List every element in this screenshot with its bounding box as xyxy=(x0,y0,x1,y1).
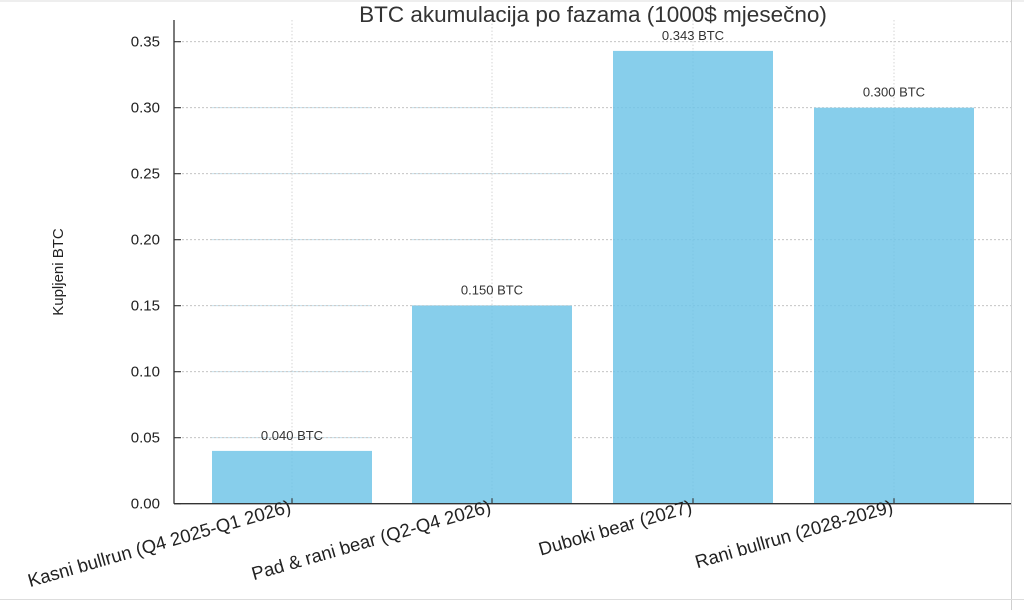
svg-text:0.10: 0.10 xyxy=(131,364,160,381)
svg-text:0.300 BTC: 0.300 BTC xyxy=(863,85,925,100)
svg-text:0.05: 0.05 xyxy=(131,430,160,447)
svg-text:0.20: 0.20 xyxy=(131,232,160,249)
svg-text:0.00: 0.00 xyxy=(131,496,160,513)
svg-text:0.35: 0.35 xyxy=(131,34,160,51)
svg-text:0.343 BTC: 0.343 BTC xyxy=(662,28,724,43)
svg-text:0.150 BTC: 0.150 BTC xyxy=(461,283,523,298)
svg-text:Kupljeni BTC: Kupljeni BTC xyxy=(50,228,67,316)
svg-text:0.15: 0.15 xyxy=(131,298,160,315)
svg-text:BTC akumulacija po fazama (100: BTC akumulacija po fazama (1000$ mjesečn… xyxy=(359,2,827,27)
svg-text:0.040 BTC: 0.040 BTC xyxy=(261,428,323,443)
svg-text:0.25: 0.25 xyxy=(131,166,160,183)
svg-text:0.30: 0.30 xyxy=(131,100,160,117)
